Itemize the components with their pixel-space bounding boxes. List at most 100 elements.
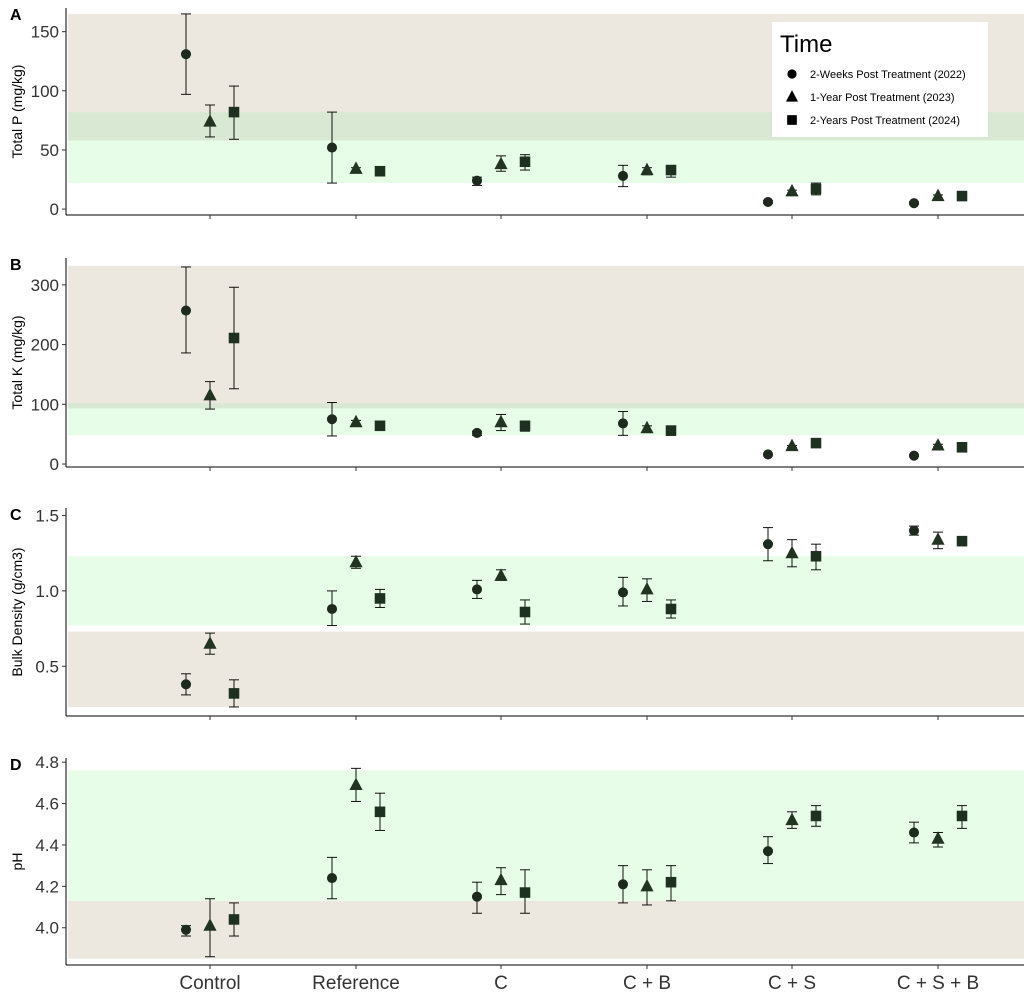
legend-label: 2-Years Post Treatment (2024) <box>810 115 960 127</box>
panel-c: 0.5 1.0 1.5 C Bulk Density (g/cm3) <box>9 507 1024 720</box>
data-point-circle <box>762 449 774 460</box>
y-tick-label: 0 <box>50 455 59 474</box>
data-point-circle <box>326 603 338 615</box>
series-triangle <box>203 381 945 452</box>
y-tick-label: 1.5 <box>35 507 59 526</box>
data-point-triangle <box>931 532 945 545</box>
y-tick-label: 4.2 <box>35 877 59 896</box>
data-point-triangle <box>640 581 654 595</box>
data-point-circle <box>617 587 629 598</box>
data-point-circle <box>471 891 483 902</box>
legend-background <box>772 22 988 137</box>
panel-letter: B <box>10 257 22 274</box>
panel-d: 4.0 4.2 4.4 4.6 4.8 DpH <box>9 753 1024 969</box>
reference-band-green <box>68 556 1024 626</box>
reference-band-tan <box>68 265 1024 409</box>
data-point-triangle <box>640 162 654 176</box>
x-axis: Control Reference C C + B C + S C + S + B <box>179 973 979 994</box>
data-point-triangle <box>785 812 799 826</box>
data-point-triangle <box>349 414 363 428</box>
data-point-square <box>228 106 240 118</box>
y-tick-label: 1.0 <box>35 582 59 601</box>
legend-entry: 1-Year Post Treatment (2023) <box>785 90 955 104</box>
data-point-triangle <box>785 438 799 452</box>
y-axis-label: pH <box>9 853 25 871</box>
x-tick-label: C + B <box>623 973 671 994</box>
legend-marker-circle <box>787 69 797 79</box>
y-tick-label: 4.8 <box>35 753 59 772</box>
data-point-circle <box>617 879 629 890</box>
data-point-square <box>956 535 968 547</box>
y-tick-label: 300 <box>31 276 59 295</box>
series-square <box>228 535 968 708</box>
y-tick-label: 100 <box>31 395 59 414</box>
y-axis-label: Bulk Density (g/cm3) <box>9 547 25 676</box>
data-point-square <box>810 437 822 449</box>
legend-entry: 2-Weeks Post Treatment (2022) <box>787 69 966 81</box>
y-tick-label: 150 <box>31 23 59 42</box>
data-point-triangle <box>494 568 508 581</box>
series-triangle <box>203 104 945 202</box>
data-point-triangle <box>494 156 508 170</box>
data-point-square <box>810 550 822 562</box>
legend-marker-square <box>787 115 797 125</box>
data-point-circle <box>180 305 192 316</box>
data-point-circle <box>617 170 629 182</box>
data-point-square <box>665 876 677 888</box>
data-point-square <box>519 606 531 618</box>
y-tick-label: 4.0 <box>35 919 59 938</box>
y-axis-label: Total P (mg/kg) <box>9 65 25 159</box>
x-tick-label: Reference <box>312 973 400 994</box>
data-point-circle <box>908 450 920 461</box>
reference-band-green <box>68 770 1024 901</box>
data-point-circle <box>908 198 920 209</box>
data-point-triangle <box>349 554 363 568</box>
data-point-circle <box>180 49 192 60</box>
series-circle <box>180 266 920 461</box>
legend-label: 2-Weeks Post Treatment (2022) <box>810 69 966 81</box>
data-point-square <box>665 603 677 615</box>
series-triangle <box>203 531 945 655</box>
panel-letter: C <box>10 507 22 524</box>
x-tick-label: C + S + B <box>897 973 979 994</box>
data-point-circle <box>180 679 192 690</box>
data-point-triangle <box>203 636 217 649</box>
legend-label: 1-Year Post Treatment (2023) <box>810 92 955 104</box>
y-axis-label: Total K (mg/kg) <box>9 315 25 409</box>
panel-letter: A <box>10 7 22 24</box>
data-point-triangle <box>785 545 799 559</box>
data-point-circle <box>762 539 774 550</box>
data-point-circle <box>471 584 483 595</box>
panel-letter: D <box>10 757 22 774</box>
data-point-triangle <box>494 414 508 428</box>
y-tick-label: 0.5 <box>35 657 59 676</box>
data-point-circle <box>326 142 338 153</box>
data-point-square <box>228 914 240 925</box>
panel-b: 0 100 200 300 B Total K (mg/kg) <box>9 257 1024 474</box>
y-tick-label: 4.6 <box>35 795 59 814</box>
data-point-triangle <box>203 387 217 401</box>
data-point-square <box>956 810 968 822</box>
data-point-triangle <box>640 878 654 892</box>
data-point-square <box>374 806 386 818</box>
data-point-square <box>956 442 968 453</box>
x-tick-label: C + S <box>768 973 816 994</box>
y-tick-label: 4.4 <box>35 836 59 855</box>
data-point-circle <box>471 427 483 439</box>
data-point-square <box>519 156 531 168</box>
series-square <box>228 85 968 202</box>
reference-band-green <box>68 408 1024 436</box>
legend: Time 2-Weeks Post Treatment (2022) 1-Year… <box>772 22 988 137</box>
data-point-square <box>519 887 531 898</box>
data-point-circle <box>908 525 920 536</box>
reference-band-overlap <box>68 403 1024 409</box>
data-point-triangle <box>203 114 217 127</box>
data-point-square <box>374 420 386 432</box>
data-point-square <box>665 425 677 436</box>
data-point-circle <box>471 175 483 186</box>
data-point-circle <box>762 196 774 208</box>
data-point-triangle <box>494 872 508 886</box>
data-point-square <box>228 332 240 344</box>
reference-band-tan <box>68 900 1024 959</box>
data-point-square <box>374 593 386 604</box>
